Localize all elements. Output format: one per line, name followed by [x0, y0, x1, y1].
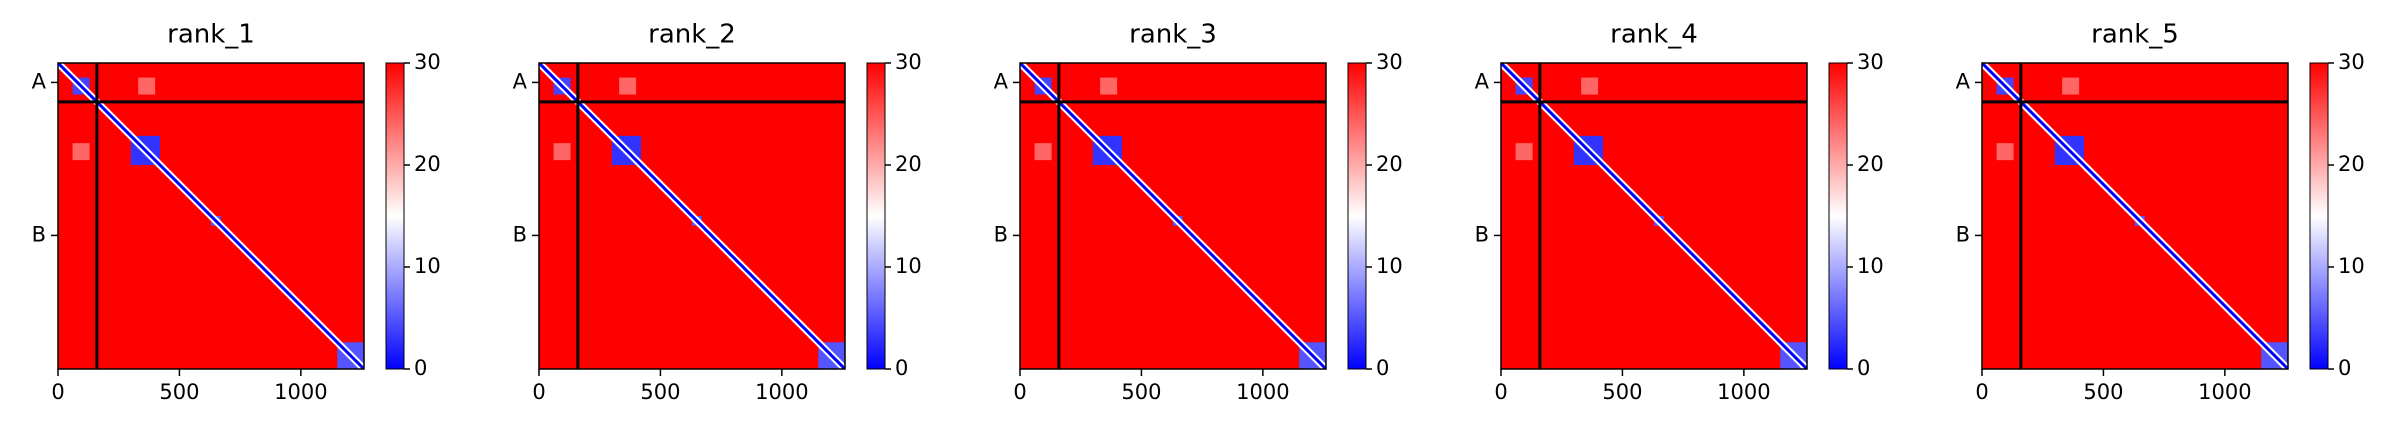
- plot-frame: [538, 62, 846, 370]
- heatmap-block: [72, 143, 90, 161]
- x-tick-label: 0: [1494, 380, 1507, 404]
- x-tick-label: 500: [2083, 380, 2123, 404]
- colorbar-tick-label: 30: [1857, 50, 1884, 74]
- heatmap-block: [553, 143, 571, 161]
- x-tick-label: 500: [159, 380, 199, 404]
- heatmap: [1501, 63, 1807, 369]
- x-tick-label: 1000: [755, 380, 808, 404]
- colorbar-tick-label: 30: [414, 50, 441, 74]
- chart-title: rank_4: [1610, 20, 1698, 50]
- x-tick-label: 500: [640, 380, 680, 404]
- y-tick-label: A: [32, 69, 47, 93]
- colorbar-tick-label: 30: [2338, 50, 2365, 74]
- heatmap-block: [1034, 143, 1052, 161]
- diagonal: [1020, 63, 1326, 369]
- chart-title: rank_1: [167, 20, 255, 50]
- heatmap-block: [619, 77, 637, 95]
- colorbar-tick-label: 30: [895, 50, 922, 74]
- x-tick-label: 1000: [1236, 380, 1289, 404]
- colorbar-tick-label: 20: [2338, 152, 2365, 176]
- colorbar-tick-label: 30: [1376, 50, 1403, 74]
- colorbar: [2309, 62, 2329, 370]
- x-tick-label: 500: [1602, 380, 1642, 404]
- heatmap: [1982, 63, 2288, 369]
- colorbar-tick-label: 0: [895, 356, 908, 380]
- y-tick-label: B: [32, 222, 46, 246]
- colorbar-tick-label: 0: [1376, 356, 1389, 380]
- heatmap-block: [138, 77, 156, 95]
- chart-title: rank_3: [1129, 20, 1217, 50]
- x-tick-label: 0: [1013, 380, 1026, 404]
- y-tick-label: B: [1475, 222, 1489, 246]
- colorbar-tick-label: 0: [414, 356, 427, 380]
- plot-frame: [57, 62, 365, 370]
- colorbar: [385, 62, 405, 370]
- x-tick-label: 1000: [2198, 380, 2251, 404]
- colorbar-tick-label: 0: [1857, 356, 1870, 380]
- y-tick-label: A: [1475, 69, 1490, 93]
- colorbar-tick-label: 10: [1376, 254, 1403, 278]
- heatmap: [539, 63, 845, 369]
- colorbar-tick-label: 20: [1857, 152, 1884, 176]
- y-tick-label: A: [1956, 69, 1971, 93]
- diagonal: [539, 63, 845, 369]
- chart-title: rank_5: [2091, 20, 2179, 50]
- x-tick-label: 0: [532, 380, 545, 404]
- plot-frame: [1981, 62, 2289, 370]
- y-tick-label: A: [513, 69, 528, 93]
- heatmap-block: [1581, 77, 1599, 95]
- colorbar: [866, 62, 886, 370]
- plot-frame: [1019, 62, 1327, 370]
- colorbar-tick-label: 0: [2338, 356, 2351, 380]
- x-tick-label: 0: [1975, 380, 1988, 404]
- heatmap-block: [1996, 143, 2014, 161]
- heatmap: [1020, 63, 1326, 369]
- colorbar-tick-label: 20: [1376, 152, 1403, 176]
- x-tick-label: 1000: [1717, 380, 1770, 404]
- heatmap-block: [2062, 77, 2080, 95]
- colorbar-tick-label: 10: [414, 254, 441, 278]
- heatmap-block: [1515, 143, 1533, 161]
- y-tick-label: B: [1956, 222, 1970, 246]
- y-tick-label: B: [513, 222, 527, 246]
- colorbar-tick-label: 10: [2338, 254, 2365, 278]
- diagonal: [1982, 63, 2288, 369]
- plot-frame: [1500, 62, 1808, 370]
- colorbar-tick-label: 10: [895, 254, 922, 278]
- colorbar-tick-label: 10: [1857, 254, 1884, 278]
- colorbar: [1347, 62, 1367, 370]
- colorbar-tick-label: 20: [414, 152, 441, 176]
- y-tick-label: B: [994, 222, 1008, 246]
- chart-title: rank_2: [648, 20, 736, 50]
- x-tick-label: 1000: [274, 380, 327, 404]
- x-tick-label: 500: [1121, 380, 1161, 404]
- heatmap-block: [1100, 77, 1118, 95]
- x-tick-label: 0: [51, 380, 64, 404]
- diagonal: [58, 63, 364, 369]
- colorbar-tick-label: 20: [895, 152, 922, 176]
- y-tick-label: A: [994, 69, 1009, 93]
- diagonal: [1501, 63, 1807, 369]
- colorbar: [1828, 62, 1848, 370]
- heatmap: [58, 63, 364, 369]
